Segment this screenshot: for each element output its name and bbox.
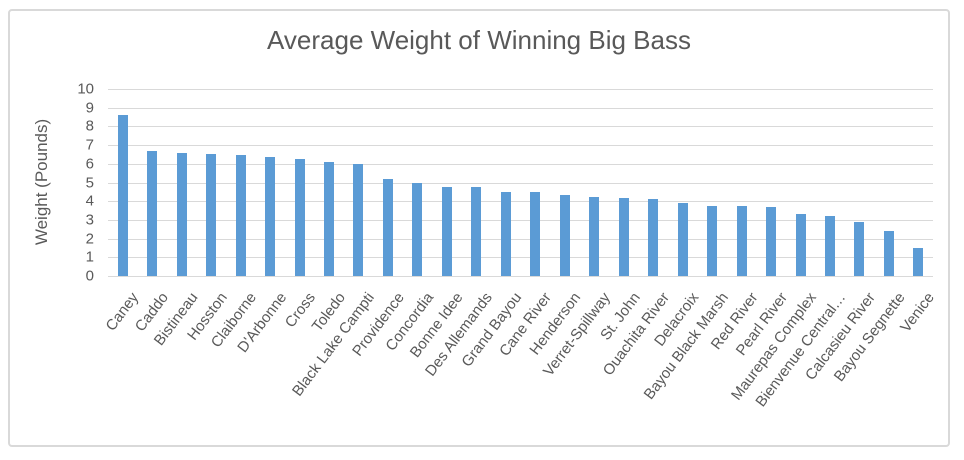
- bar-hosston: [206, 154, 217, 276]
- bars-layer: [108, 89, 933, 276]
- bar-slot: [845, 89, 874, 276]
- bar-concordia: [412, 182, 423, 276]
- gridline: [108, 145, 933, 147]
- bar-red-river: [736, 205, 747, 276]
- bar-delacroix: [677, 203, 688, 276]
- bar-claiborne: [235, 155, 246, 276]
- gridline: [108, 276, 933, 277]
- chart-title: Average Weight of Winning Big Bass: [267, 25, 691, 55]
- bar-slot: [108, 89, 137, 276]
- bar-slot: [167, 89, 196, 276]
- y-tick-label: 1: [85, 248, 94, 266]
- bar-slot: [786, 89, 815, 276]
- bar-slot: [314, 89, 343, 276]
- gridline: [108, 89, 933, 90]
- bar-grand-bayou: [500, 191, 511, 276]
- bar-caddo: [147, 150, 158, 276]
- bar-slot: [668, 89, 697, 276]
- bar-caney: [117, 115, 128, 276]
- bar-ouachita-river: [648, 199, 659, 276]
- y-tick-label: 7: [85, 136, 94, 154]
- bar-slot: [137, 89, 166, 276]
- y-tick-label: 8: [85, 117, 94, 135]
- bar-slot: [403, 89, 432, 276]
- bar-bayou-segnette: [883, 231, 894, 276]
- bar-calcasieu-river: [854, 221, 865, 276]
- y-tick-label: 0: [85, 267, 94, 285]
- y-tick-label: 5: [85, 174, 94, 191]
- bar-slot: [697, 89, 726, 276]
- y-tick-label: 4: [85, 192, 94, 210]
- bar-slot: [815, 89, 844, 276]
- bar-bienvenue-central: [824, 216, 835, 276]
- bar-slot: [196, 89, 225, 276]
- y-tick-label: 10: [77, 80, 94, 98]
- chart-frame: Average Weight of Winning Big Bass Weigh…: [8, 9, 950, 447]
- bar-slot: [638, 89, 667, 276]
- gridline: [108, 126, 933, 128]
- bar-st-john: [618, 198, 629, 276]
- bar-slot: [521, 89, 550, 276]
- bar-slot: [226, 89, 255, 276]
- bar-bayou-black-marsh: [707, 205, 718, 276]
- x-axis-category-labels: Caney Caddo Bistineau Hosston Claiborne D'Arb…: [103, 282, 938, 442]
- bar-slot: [285, 89, 314, 276]
- bar-d-arbonne: [265, 157, 276, 276]
- gridline: [108, 219, 933, 221]
- bar-cane-river: [530, 191, 541, 276]
- gridline: [108, 107, 933, 109]
- bar-henderson: [559, 194, 570, 276]
- bar-slot: [904, 89, 933, 276]
- bar-slot: [432, 89, 461, 276]
- bar-providence: [382, 178, 393, 276]
- y-tick-label: 3: [85, 211, 94, 229]
- bar-cross: [294, 159, 305, 276]
- y-tick-label: 2: [85, 230, 94, 248]
- bar-slot: [580, 89, 609, 276]
- y-axis-title: Weight (Pounds): [32, 118, 51, 246]
- bar-pearl-river: [766, 206, 777, 276]
- bar-toledo: [324, 161, 335, 276]
- bar-slot: [491, 89, 520, 276]
- bar-slot: [874, 89, 903, 276]
- bar-slot: [609, 89, 638, 276]
- gridline: [108, 182, 933, 184]
- gridline: [108, 257, 933, 259]
- bar-venice: [913, 247, 924, 276]
- plot-area: [108, 89, 933, 277]
- gridline: [108, 201, 933, 203]
- bar-slot: [255, 89, 284, 276]
- bar-slot: [344, 89, 373, 276]
- y-tick-label: 9: [85, 99, 94, 117]
- bar-bistineau: [176, 152, 187, 276]
- y-axis-tick-labels: 0 1 2 3 4 5 6 7 8 9 10: [50, 82, 94, 284]
- bar-des-allemands: [471, 187, 482, 276]
- gridline: [108, 238, 933, 240]
- bar-slot: [727, 89, 756, 276]
- y-tick-label: 6: [85, 155, 94, 173]
- gridline: [108, 163, 933, 165]
- bar-slot: [756, 89, 785, 276]
- bar-slot: [373, 89, 402, 276]
- bar-slot: [462, 89, 491, 276]
- bar-maurepas-complex: [795, 214, 806, 276]
- bar-verret-spillway: [589, 197, 600, 276]
- bar-slot: [550, 89, 579, 276]
- bar-black-lake-campti: [353, 163, 364, 276]
- bar-bonne-idee: [441, 187, 452, 276]
